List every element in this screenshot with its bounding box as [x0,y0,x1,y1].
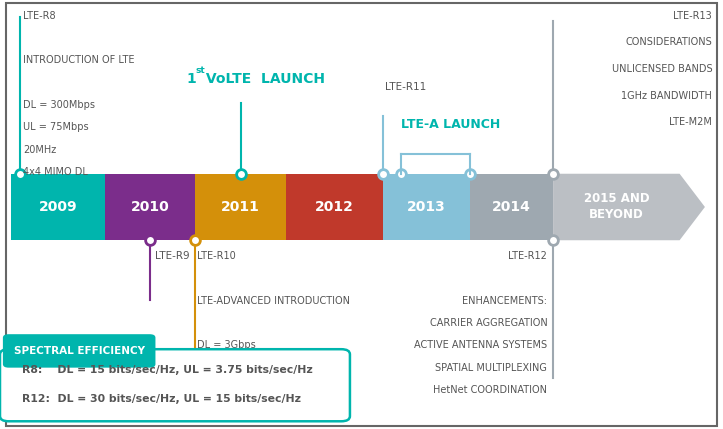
Text: INTRODUCTION OF LTE: INTRODUCTION OF LTE [23,55,134,65]
Polygon shape [553,174,705,240]
Text: 4x4 MIMO DL: 4x4 MIMO DL [23,167,88,177]
Text: 2015 AND
BEYOND: 2015 AND BEYOND [583,193,649,221]
Bar [383,174,470,240]
Text: 2013: 2013 [407,200,446,214]
Text: LTE-R9: LTE-R9 [155,251,190,261]
Text: CA = 100MHz: CA = 100MHz [197,385,264,395]
Text: 2011: 2011 [221,200,260,214]
Bar [105,174,195,240]
Text: CARRIER AGGREGATION: CARRIER AGGREGATION [429,318,547,328]
Text: LTE-M2M: LTE-M2M [669,117,712,127]
Text: HetNet COORDINATION: HetNet COORDINATION [433,385,547,395]
Text: 2012: 2012 [315,200,354,214]
Text: 2014: 2014 [492,200,531,214]
Text: LTE-R13: LTE-R13 [673,11,712,21]
Text: 1: 1 [187,72,196,86]
Text: DL = 300Mbps: DL = 300Mbps [23,100,95,110]
Text: UL = 1.5Gbps: UL = 1.5Gbps [197,363,264,372]
Text: SPECTRAL EFFICIENCY: SPECTRAL EFFICIENCY [14,346,145,356]
Text: R8:    DL = 15 bits/sec/Hz, UL = 3.75 bits/sec/Hz: R8: DL = 15 bits/sec/Hz, UL = 3.75 bits/… [22,365,312,375]
Bar [470,174,553,240]
Text: 2009: 2009 [38,200,77,214]
Text: LTE-R8: LTE-R8 [23,11,56,21]
Text: 2010: 2010 [131,200,169,214]
Text: 1GHz BANDWIDTH: 1GHz BANDWIDTH [621,91,712,100]
Text: VoLTE  LAUNCH: VoLTE LAUNCH [201,72,325,86]
Text: LTE-R10: LTE-R10 [197,251,236,261]
Text: CONSIDERATIONS: CONSIDERATIONS [625,37,712,47]
Bar [286,174,383,240]
FancyBboxPatch shape [0,349,350,421]
Text: LTE-A LAUNCH: LTE-A LAUNCH [401,118,500,131]
Text: UNLICENSED BANDS: UNLICENSED BANDS [612,64,712,74]
Text: ENHANCEMENTS:: ENHANCEMENTS: [462,296,547,305]
Bar [11,174,105,240]
Text: ACTIVE ANTENNA SYSTEMS: ACTIVE ANTENNA SYSTEMS [414,340,547,350]
Text: R12:  DL = 30 bits/sec/Hz, UL = 15 bits/sec/Hz: R12: DL = 30 bits/sec/Hz, UL = 15 bits/s… [22,394,301,404]
Text: DL = 3Gbps: DL = 3Gbps [197,340,255,350]
FancyBboxPatch shape [3,334,155,368]
Text: LTE-ADVANCED INTRODUCTION: LTE-ADVANCED INTRODUCTION [197,296,350,305]
Text: LTE-R12: LTE-R12 [508,251,547,261]
Text: 20MHz: 20MHz [23,145,56,154]
Text: LTE-R11: LTE-R11 [385,82,426,92]
Text: st: st [195,66,205,75]
Bar [195,174,286,240]
Text: 8x8 MIMO DL: 8x8 MIMO DL [197,407,262,417]
Text: SPATIAL MULTIPLEXING: SPATIAL MULTIPLEXING [435,363,547,372]
Text: UL = 75Mbps: UL = 75Mbps [23,122,89,132]
